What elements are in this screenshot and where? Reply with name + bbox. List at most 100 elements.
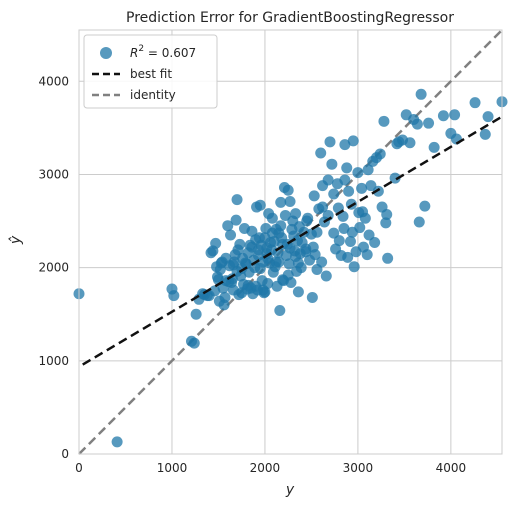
scatter-point — [300, 246, 312, 258]
y-tick-label: 2000 — [38, 261, 69, 275]
scatter-point — [242, 279, 254, 291]
scatter-point — [437, 110, 449, 122]
scatter-point — [317, 201, 329, 213]
scatter-point — [230, 214, 242, 226]
scatter-point — [341, 162, 353, 174]
scatter-point — [354, 222, 366, 234]
scatter-point — [266, 212, 278, 224]
x-axis-label: y — [285, 482, 295, 498]
scatter-point — [308, 190, 320, 202]
scatter-point — [415, 88, 427, 100]
scatter-point — [262, 277, 274, 289]
scatter-point — [311, 226, 323, 238]
scatter-point — [356, 182, 368, 194]
scatter-point — [374, 148, 386, 160]
y-tick-label: 4000 — [38, 74, 69, 88]
scatter-point — [469, 97, 481, 109]
y-tick-label: 0 — [61, 447, 69, 461]
scatter-point — [361, 249, 373, 261]
x-tick-label: 0 — [75, 461, 83, 475]
y-tick-labels: 0 1000 2000 3000 4000 — [38, 74, 69, 461]
scatter-point — [322, 174, 334, 186]
scatter-point — [362, 164, 374, 176]
scatter-point — [315, 147, 327, 159]
plot-frame — [78, 29, 503, 455]
scatter-point — [219, 291, 231, 303]
scatter-point — [210, 237, 222, 249]
scatter-point — [111, 436, 123, 448]
y-tick-label: 1000 — [38, 354, 69, 368]
scatter-point — [209, 285, 221, 297]
scatter-point — [261, 242, 273, 254]
legend-box — [83, 34, 218, 109]
scatter-point — [352, 167, 364, 179]
scatter-point — [449, 109, 461, 121]
scatter-point — [389, 172, 401, 184]
scatter-point — [382, 252, 394, 264]
scatter-point — [275, 196, 287, 208]
scatter-point — [316, 256, 328, 268]
scatter-point — [326, 158, 338, 170]
x-tick-labels: 0 1000 2000 3000 4000 — [75, 461, 466, 475]
scatter-point — [413, 216, 425, 228]
scatter-point — [259, 286, 271, 298]
scatter-point — [225, 229, 237, 241]
x-tick-label: 2000 — [250, 461, 281, 475]
best-fit-line-path — [82, 115, 503, 366]
scatter-point — [259, 232, 271, 244]
chart-title: Prediction Error for GradientBoostingReg… — [126, 10, 454, 26]
scatter-point — [282, 184, 294, 196]
scatter-point — [252, 244, 264, 256]
scatter-point — [357, 206, 369, 218]
scatter-point — [292, 257, 304, 269]
scatter-point — [254, 263, 266, 275]
scatter-point — [222, 220, 234, 232]
scatter-point — [348, 261, 360, 273]
scatter-point — [290, 208, 302, 220]
scatter-point — [270, 256, 282, 268]
scatter-point — [380, 217, 392, 229]
scatter-point — [292, 286, 304, 298]
scatter-point — [342, 251, 354, 263]
scatter-point — [378, 115, 390, 127]
legend-label-best-fit: best fit — [130, 67, 172, 81]
scatter-point — [273, 227, 285, 239]
scatter-point — [309, 249, 321, 261]
scatter-point — [347, 135, 359, 147]
scatter-point — [339, 139, 351, 151]
y-axis-label: ŷ — [8, 235, 24, 245]
scatter-point — [234, 238, 246, 250]
scatter-point — [284, 195, 296, 207]
scatter-point — [277, 274, 289, 286]
scatter-point — [404, 137, 416, 149]
scatter-point — [283, 258, 295, 270]
scatter-point — [306, 291, 318, 303]
scatter-point — [411, 118, 423, 130]
scatter-point — [344, 236, 356, 248]
legend: R2 = 0.607 best fit identity — [83, 34, 218, 109]
scatter-point — [227, 284, 239, 296]
legend-marker-points — [100, 47, 112, 59]
scatter-point — [328, 188, 340, 200]
legend-label-r2: R2 = 0.607 — [130, 44, 196, 60]
scatter-point — [236, 287, 248, 299]
scatter-point — [419, 200, 431, 212]
scatter-point — [333, 235, 345, 247]
scatter-point — [188, 337, 200, 349]
scatter-point — [479, 128, 491, 140]
x-tick-label: 4000 — [436, 461, 467, 475]
best-fit-line — [82, 115, 503, 366]
scatter-point — [423, 117, 435, 129]
scatter-point — [381, 209, 393, 221]
scatter-point — [190, 308, 202, 320]
scatter-point — [246, 225, 258, 237]
scatter-point — [272, 247, 284, 259]
scatter-point — [428, 141, 440, 153]
scatter-point — [482, 111, 494, 123]
scatter-point — [369, 236, 381, 248]
scatter-point — [168, 290, 180, 302]
y-tick-label: 3000 — [38, 167, 69, 181]
scatter-point — [301, 215, 313, 227]
scatter-point — [339, 174, 351, 186]
